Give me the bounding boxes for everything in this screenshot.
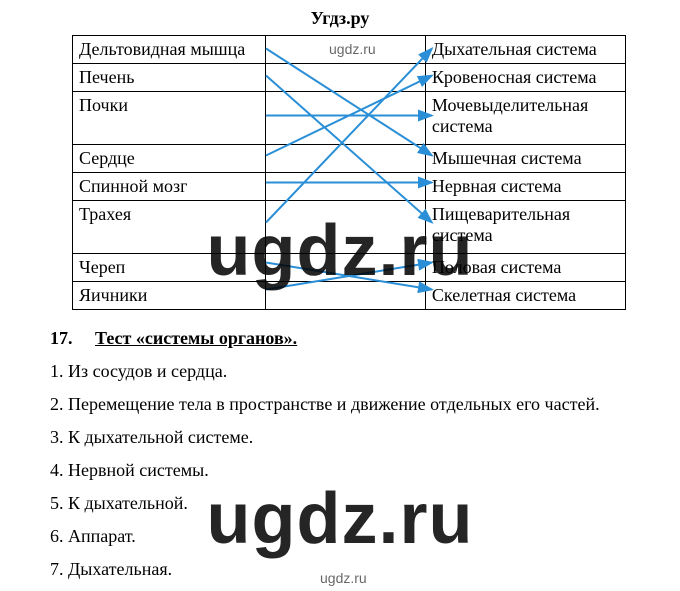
watermark-big: ugdz.ru <box>207 210 474 292</box>
section-17-item: 3. К дыхательной системе. <box>50 427 680 448</box>
table-left-cell: Печень <box>73 64 266 92</box>
table-mid-cell <box>266 173 426 201</box>
section-17-item: 1. Из сосудов и сердца. <box>50 361 680 382</box>
table-right-cell: Нервная система <box>425 173 625 201</box>
table-right-cell: Мочевыделительная система <box>425 92 625 145</box>
table-right-cell: Дыхательная система <box>425 36 625 64</box>
table-mid-cell <box>266 64 426 92</box>
table-mid-cell <box>266 145 426 173</box>
watermark-small: ugdz.ru <box>320 570 367 586</box>
section-17-number: 17. <box>50 328 73 348</box>
table-left-cell: Спинной мозг <box>73 173 266 201</box>
table-right-cell: Кровеносная система <box>425 64 625 92</box>
table-mid-cell <box>266 92 426 145</box>
table-left-cell: Дельтовидная мышца <box>73 36 266 64</box>
section-17-title-line: 17. Тест «системы органов». <box>50 328 680 349</box>
table-left-cell: Сердце <box>73 145 266 173</box>
site-header: Угдз.ру <box>0 0 680 35</box>
section-17-title: Тест «системы органов». <box>95 328 297 348</box>
table-left-cell: Почки <box>73 92 266 145</box>
watermark-small: ugdz.ru <box>329 41 376 57</box>
section-17-item: 2. Перемещение тела в пространстве и дви… <box>50 394 680 415</box>
watermark-big: ugdz.ru <box>207 478 474 560</box>
table-right-cell: Мышечная система <box>425 145 625 173</box>
